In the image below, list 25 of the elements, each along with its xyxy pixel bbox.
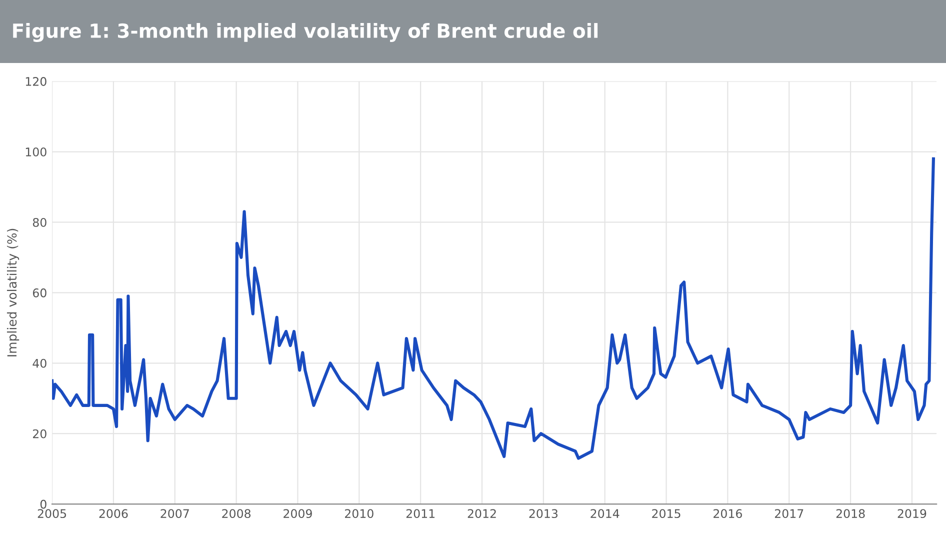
x-tick-label: 2007 (160, 509, 189, 518)
y-tick-label: 60 (32, 288, 46, 298)
x-tick-label: 2019 (898, 509, 926, 518)
x-tick-label: 2008 (222, 509, 251, 518)
x-tick-label: 2005 (38, 509, 66, 518)
x-tick-label: 2011 (406, 509, 435, 518)
y-tick-label: 20 (33, 429, 46, 438)
y-tick-label: 80 (32, 218, 46, 227)
y-tick-label: 100 (26, 147, 46, 156)
x-tick-label: 2013 (529, 509, 558, 518)
x-tick-label: 2006 (99, 509, 128, 518)
x-tick-label: 2016 (714, 509, 742, 518)
y-tick-label: 120 (26, 77, 46, 86)
x-tick-label: 2010 (344, 509, 374, 518)
x-tick-label: 2018 (836, 509, 865, 518)
x-tick-label: 2012 (468, 509, 496, 518)
x-tick-label: 2014 (590, 509, 620, 518)
y-tick-label: 40 (32, 358, 46, 368)
y-tick-label: 0 (40, 500, 46, 509)
x-tick-label: 2017 (774, 509, 804, 518)
y-axis-title: Implied volatility (%) (6, 228, 20, 356)
line-series (52, 157, 935, 460)
x-tick-label: 2009 (284, 509, 312, 518)
chart-title: Figure 1: 3-month implied volatility of Brent crude oil (13, 23, 598, 42)
x-tick-label: 2015 (652, 509, 680, 518)
